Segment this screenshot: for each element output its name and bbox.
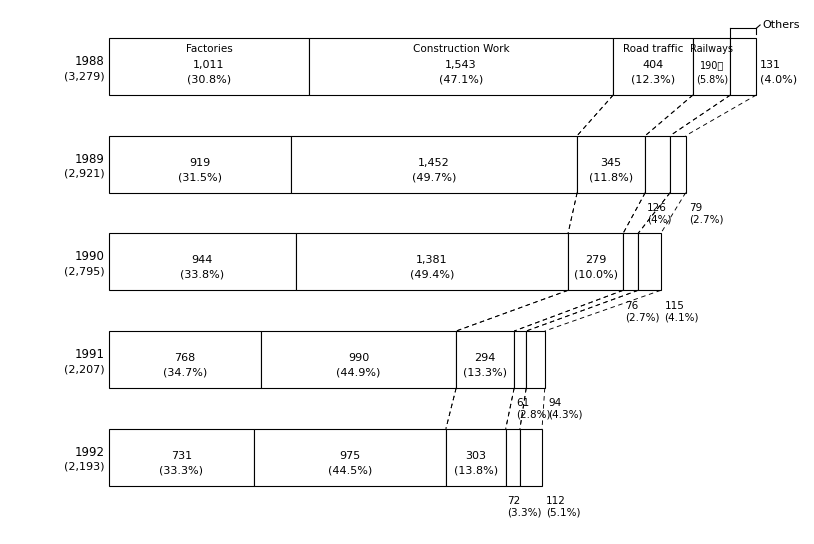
Text: (47.1%): (47.1%) [439,75,484,84]
Text: 990: 990 [348,353,369,363]
Text: (30.8%): (30.8%) [187,75,231,84]
Bar [109,331,260,388]
Text: (2.8%): (2.8%) [516,410,550,420]
Text: (10.0%): (10.0%) [574,270,618,280]
Bar [505,429,520,486]
Text: (12.3%): (12.3%) [631,75,675,84]
Text: (5.8%): (5.8%) [696,75,728,84]
Text: Railways: Railways [690,44,733,54]
Text: (3,279): (3,279) [64,71,104,81]
Text: 72: 72 [508,496,521,506]
Text: Construction Work: Construction Work [413,44,510,54]
Bar [520,429,542,486]
Bar [253,429,446,486]
Bar [109,135,291,193]
Text: 1,381: 1,381 [416,255,448,265]
Text: (4.1%): (4.1%) [664,312,699,322]
Bar [646,135,670,193]
Text: 94: 94 [549,398,562,409]
Bar [568,233,624,290]
Bar [109,233,295,290]
Text: (5.1%): (5.1%) [545,508,580,517]
Text: 131: 131 [760,60,781,70]
Text: 1,011: 1,011 [193,60,225,70]
Bar [109,38,309,95]
Bar [670,135,685,193]
Bar [109,429,253,486]
Text: 975: 975 [339,450,361,461]
Text: 303: 303 [466,450,486,461]
Text: 768: 768 [174,353,195,363]
Text: (2,795): (2,795) [64,267,104,276]
Text: (33.3%): (33.3%) [160,465,204,475]
Text: (2,207): (2,207) [64,364,104,374]
Text: Factories: Factories [186,44,232,54]
Text: Road traffic: Road traffic [623,44,683,54]
Bar [295,233,568,290]
Text: (44.9%): (44.9%) [336,368,381,378]
Text: (3.3%): (3.3%) [508,508,542,517]
Text: 1988: 1988 [75,55,104,68]
Text: (2.7%): (2.7%) [625,312,659,322]
Bar [514,331,526,388]
Text: 1,543: 1,543 [445,60,477,70]
Bar [456,331,514,388]
Bar [446,429,505,486]
Text: 79: 79 [689,203,702,213]
Text: 61: 61 [516,398,529,409]
Text: 404: 404 [642,60,663,70]
Text: 112: 112 [545,496,566,506]
Text: (13.8%): (13.8%) [453,465,498,475]
Text: (49.7%): (49.7%) [412,172,456,182]
Text: 76: 76 [625,301,638,311]
Bar [693,38,730,95]
Bar [730,38,756,95]
Text: 1989: 1989 [75,153,104,166]
Text: 1991: 1991 [75,348,104,361]
Text: 1990: 1990 [75,250,104,263]
Bar [613,38,693,95]
Bar [260,331,456,388]
Text: (33.8%): (33.8%) [181,270,225,280]
Text: (2,193): (2,193) [64,462,104,472]
Bar [638,233,661,290]
Text: 919: 919 [190,158,211,168]
Text: 944: 944 [192,255,213,265]
Text: (34.7%): (34.7%) [163,368,207,378]
Text: (4%): (4%) [647,214,672,225]
Text: (2,921): (2,921) [64,169,104,179]
Bar [291,135,577,193]
Text: 1,452: 1,452 [418,158,450,168]
Text: 294: 294 [475,353,496,363]
Text: (44.5%): (44.5%) [327,465,372,475]
Text: 115: 115 [664,301,685,311]
Text: (11.8%): (11.8%) [589,172,633,182]
Bar [526,331,545,388]
Text: 345: 345 [601,158,622,168]
Bar [309,38,613,95]
Text: (31.5%): (31.5%) [178,172,222,182]
Text: 1992: 1992 [75,446,104,459]
Text: 731: 731 [171,450,192,461]
Text: 279: 279 [585,255,606,265]
Text: (2.7%): (2.7%) [689,214,724,225]
Text: Others: Others [762,20,799,30]
Text: 126: 126 [647,203,667,213]
Bar [577,135,646,193]
Text: 190件: 190件 [699,60,724,70]
Text: (49.4%): (49.4%) [409,270,454,280]
Text: (13.3%): (13.3%) [463,368,507,378]
Bar [624,233,638,290]
Text: (4.0%): (4.0%) [760,75,797,84]
Text: (4.3%): (4.3%) [549,410,583,420]
